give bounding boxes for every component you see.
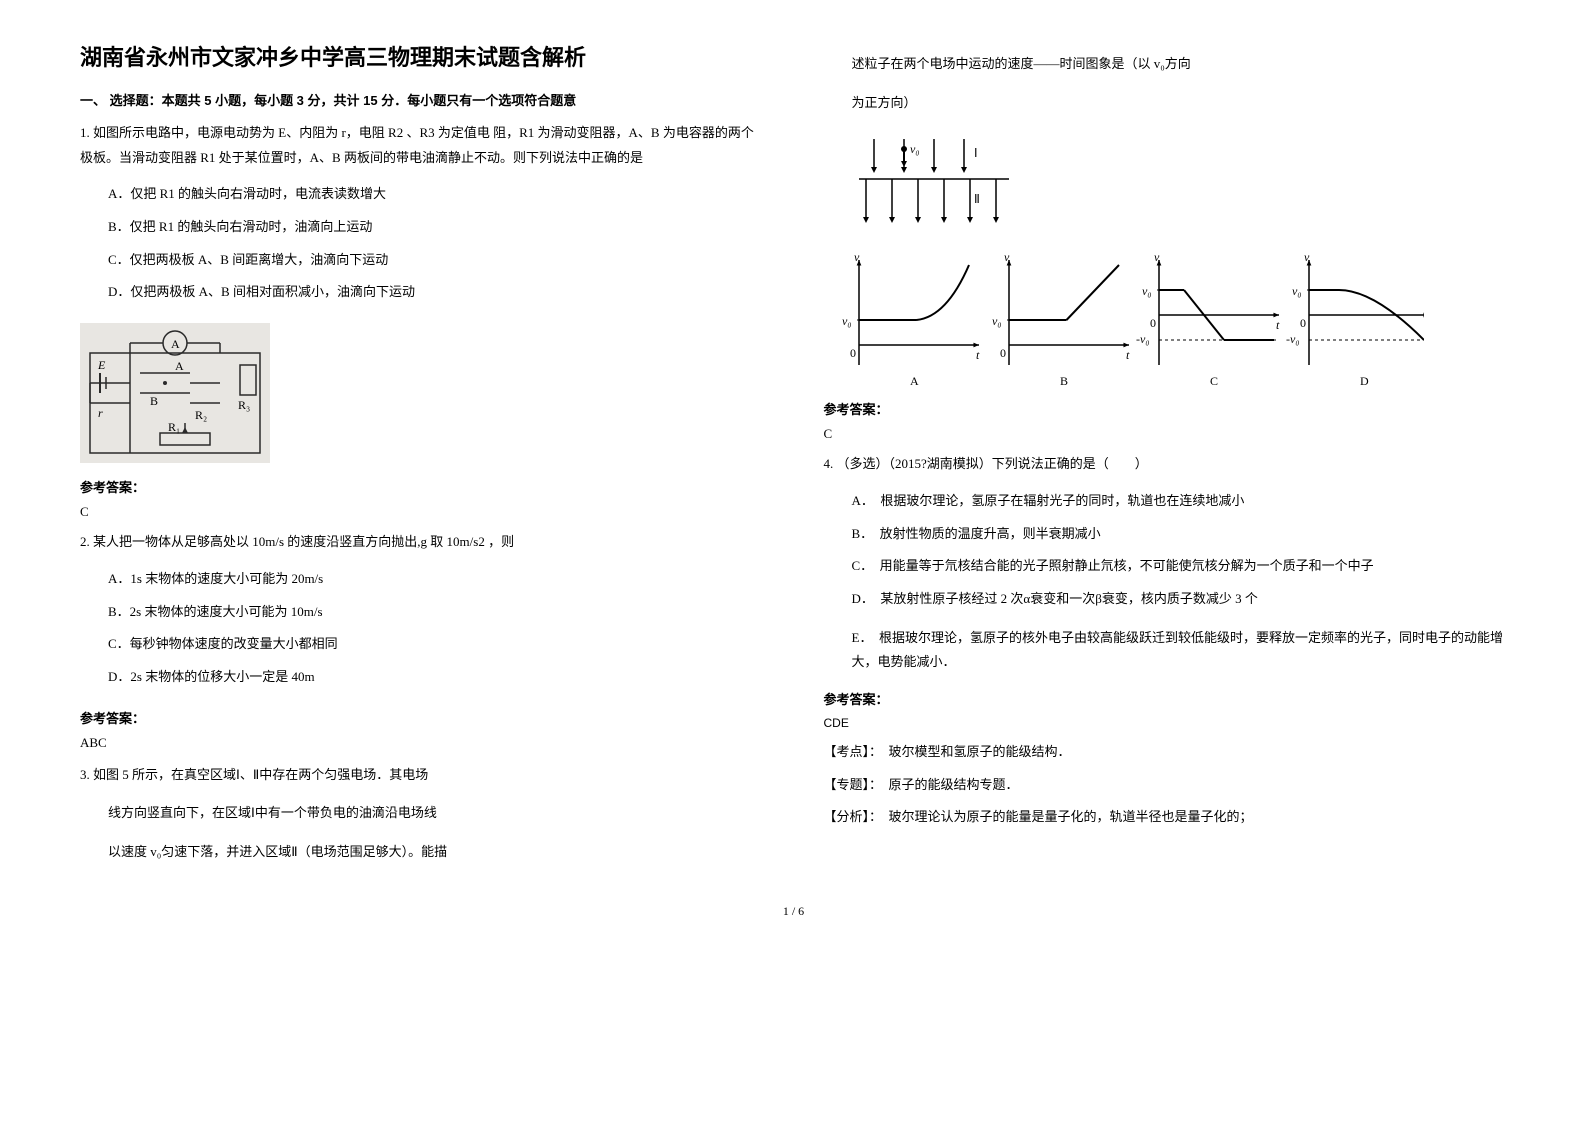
q3-stem-5: 为正方向）: [824, 89, 1508, 118]
page-number: 1 / 6: [80, 904, 1507, 919]
svg-text:C: C: [1210, 374, 1218, 385]
svg-text:v₀: v₀: [1142, 284, 1152, 298]
svg-text:v: v: [1154, 250, 1160, 264]
q4-opt-c: C． 用能量等于氘核结合能的光子照射静止氘核，不可能使氘核分解为一个质子和一个中…: [824, 550, 1508, 583]
svg-text:0: 0: [1150, 316, 1156, 330]
q4-opt-e: E． 根据玻尔理论，氢原子的核外电子由较高能级跃迁到较低能级时，要释放一定频率的…: [824, 626, 1508, 675]
section-1-header: 一、 选择题：本题共 5 小题，每小题 3 分，共计 15 分．每小题只有一个选…: [80, 90, 764, 109]
q4-opt-d: D． 某放射性原子核经过 2 次α衰变和一次β衰变，核内质子数减少 3 个: [824, 583, 1508, 616]
q2-stem: 2. 某人把一物体从足够高处以 10m/s 的速度沿竖直方向抛出,g 取 10m…: [80, 530, 764, 555]
q3-stem-2: 线方向竖直向下，在区域Ⅰ中有一个带负电的油滴沿电场线: [80, 799, 764, 828]
svg-text:E: E: [97, 358, 106, 372]
q4-stem: 4. （多选）（2015?湖南模拟）下列说法正确的是（ ）: [824, 452, 1508, 477]
q1-opt-b: B．仅把 R1 的触头向右滑动时，油滴向上运动: [80, 211, 764, 244]
q2-opt-b: B．2s 末物体的速度大小可能为 10m/s: [80, 596, 764, 629]
svg-text:0: 0: [1000, 346, 1006, 360]
svg-text:-v₀: -v₀: [1136, 332, 1150, 346]
q4-ans: CDE: [824, 716, 1508, 730]
q1-opt-a: A．仅把 R1 的触头向右滑动时，电流表读数增大: [80, 178, 764, 211]
q3-ans-label: 参考答案：: [824, 399, 1508, 418]
q1-circuit-figure: Er AA B R₃ R₂ R₁: [80, 323, 764, 463]
q1-opt-c: C．仅把两极板 A、B 间距离增大，油滴向下运动: [80, 244, 764, 277]
svg-text:r: r: [98, 406, 103, 420]
q2-ans-label: 参考答案：: [80, 708, 764, 727]
q4-kaodian: 【考点】： 玻尔模型和氢原子的能级结构．: [824, 740, 1508, 765]
q4-kaodian-text: 玻尔模型和氢原子的能级结构．: [876, 744, 1071, 759]
svg-text:v₀: v₀: [842, 314, 852, 328]
q4-kaodian-label: 【考点】：: [824, 744, 876, 759]
svg-text:v: v: [1304, 250, 1310, 264]
q3-vt-options-figure: vtv₀0Avtv₀0Bvtv₀0-v₀Cvtv₀0-v₀D: [824, 245, 1508, 385]
svg-text:t: t: [1276, 318, 1280, 332]
q2-opt-a: A．1s 末物体的速度大小可能为 20m/s: [80, 563, 764, 596]
svg-text:0: 0: [850, 346, 856, 360]
q1-ans-label: 参考答案：: [80, 477, 764, 496]
q1-ans: C: [80, 504, 764, 520]
q3-stem-4: 述粒子在两个电场中运动的速度——时间图象是（以 v₀方向: [824, 50, 1508, 79]
page-title: 湖南省永州市文家冲乡中学高三物理期末试题含解析: [80, 40, 764, 72]
svg-text:R₃: R₃: [238, 398, 250, 412]
q4-zhuanti-label: 【专题】：: [824, 777, 876, 792]
q3-ans: C: [824, 426, 1508, 442]
q2-opt-c: C．每秒钟物体速度的改变量大小都相同: [80, 628, 764, 661]
svg-text:R₁: R₁: [168, 420, 180, 434]
q4-opt-b: B． 放射性物质的温度升高，则半衰期减小: [824, 518, 1508, 551]
q4-opt-a: A． 根据玻尔理论，氢原子在辐射光子的同时，轨道也在连续地减小: [824, 485, 1508, 518]
svg-text:A: A: [910, 374, 919, 385]
svg-text:A: A: [171, 337, 180, 351]
q1-stem: 1. 如图所示电路中，电源电动势为 E、内阻为 r，电阻 R2 、R3 为定值电…: [80, 121, 764, 170]
q2-opt-d: D．2s 末物体的位移大小一定是 40m: [80, 661, 764, 694]
q2-ans: ABC: [80, 735, 764, 751]
q4-zhuanti-text: 原子的能级结构专题．: [876, 777, 1019, 792]
svg-text:R₂: R₂: [195, 408, 207, 422]
q3-stem-1: 3. 如图 5 所示，在真空区域Ⅰ、Ⅱ中存在两个匀强电场．其电场: [80, 761, 764, 790]
q1-opt-d: D．仅把两极板 A、B 间相对面积减小，油滴向下运动: [80, 276, 764, 309]
svg-text:v: v: [854, 250, 860, 264]
svg-text:0: 0: [1300, 316, 1306, 330]
q3-stem-3: 以速度 v₀匀速下落，并进入区域Ⅱ（电场范围足够大）。能描: [80, 838, 764, 867]
q4-fenxi-label: 【分析】：: [824, 809, 876, 824]
svg-text:t: t: [976, 348, 980, 362]
svg-text:D: D: [1360, 374, 1369, 385]
q4-fenxi-text: 玻尔理论认为原子的能量是量子化的，轨道半径也是量子化的；: [876, 809, 1253, 824]
svg-text:-v₀: -v₀: [1286, 332, 1300, 346]
svg-text:B: B: [1060, 374, 1068, 385]
svg-text:v₀: v₀: [1292, 284, 1302, 298]
svg-text:B: B: [150, 394, 158, 408]
svg-text:v: v: [1004, 250, 1010, 264]
svg-text:v₀: v₀: [992, 314, 1002, 328]
svg-text:t: t: [1126, 348, 1130, 362]
q4-fenxi: 【分析】： 玻尔理论认为原子的能量是量子化的，轨道半径也是量子化的；: [824, 805, 1508, 830]
q4-ans-label: 参考答案：: [824, 689, 1508, 708]
q3-field-figure: v₀ Ⅰ Ⅱ: [824, 131, 1508, 231]
svg-text:A: A: [175, 359, 184, 373]
q4-zhuanti: 【专题】： 原子的能级结构专题．: [824, 773, 1508, 798]
svg-text:Ⅱ: Ⅱ: [974, 192, 980, 206]
svg-text:Ⅰ: Ⅰ: [974, 146, 978, 160]
svg-text:v₀: v₀: [910, 142, 920, 156]
